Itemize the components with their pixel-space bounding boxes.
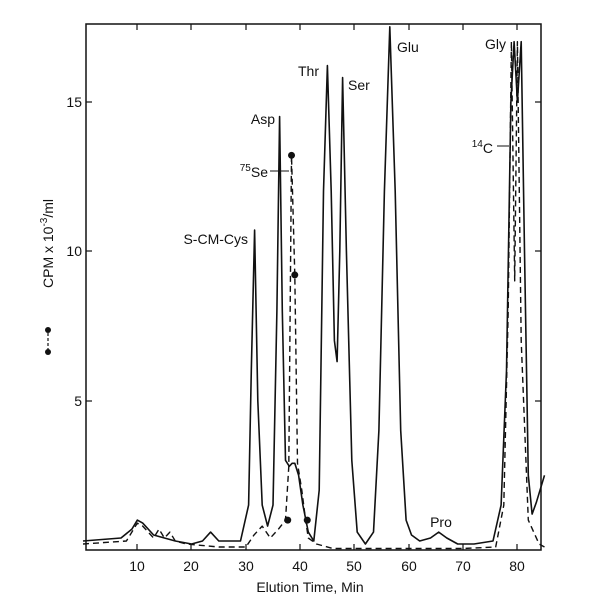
svg-text:15: 15 xyxy=(66,94,82,110)
data-point-marker xyxy=(303,516,311,524)
data-point-marker xyxy=(284,516,292,524)
svg-text:5: 5 xyxy=(74,393,82,409)
x-tick-labels: 10 20 30 40 50 60 70 80 xyxy=(129,558,525,574)
label-thr: Thr xyxy=(298,63,319,79)
legend-dashed-marker-icon xyxy=(45,327,51,355)
svg-text:10: 10 xyxy=(129,558,145,574)
svg-text:50: 50 xyxy=(346,558,362,574)
svg-text:60: 60 xyxy=(401,558,417,574)
svg-text:70: 70 xyxy=(455,558,471,574)
svg-text:10: 10 xyxy=(66,243,82,259)
radioactivity-markers xyxy=(284,151,311,524)
label-ser: Ser xyxy=(348,77,370,93)
label-asp: Asp xyxy=(251,111,275,127)
svg-text:20: 20 xyxy=(183,558,199,574)
absorbance-solid-line xyxy=(82,26,546,545)
plot-frame xyxy=(85,23,542,551)
label-14c: 14C xyxy=(472,139,493,156)
label-scmcys: S-CM-Cys xyxy=(183,231,248,247)
svg-text:80: 80 xyxy=(509,558,525,574)
svg-text:40: 40 xyxy=(292,558,308,574)
data-point-marker xyxy=(288,151,296,159)
x-axis-label: Elution Time, Min xyxy=(256,579,363,595)
y-tick-labels: 5 10 15 xyxy=(66,94,82,409)
peak-annotations: S-CM-Cys Asp 75Se Thr Ser Glu Gly 14C Pr… xyxy=(183,36,509,530)
label-pro: Pro xyxy=(430,514,452,530)
label-gly: Gly xyxy=(485,36,506,52)
label-glu: Glu xyxy=(397,39,419,55)
data-point-marker xyxy=(291,271,299,279)
svg-text:CPM x 10-3/ml: CPM x 10-3/ml xyxy=(39,199,56,288)
radioactivity-dashed-line xyxy=(82,41,545,550)
svg-text:30: 30 xyxy=(238,558,254,574)
y-axis-ticks xyxy=(86,101,541,402)
y-axis-label: CPM x 10-3/ml xyxy=(39,199,56,288)
label-75se: 75Se xyxy=(240,163,268,180)
